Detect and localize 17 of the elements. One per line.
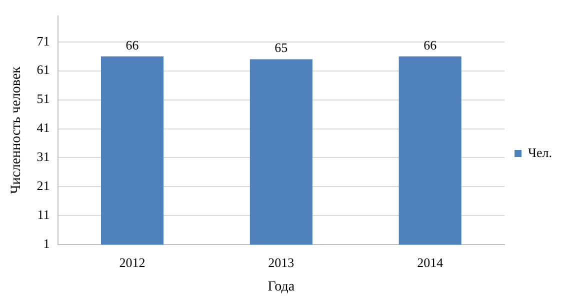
y-tick-label: 51 xyxy=(36,91,50,106)
x-tick-label: 2014 xyxy=(417,254,444,270)
y-tick-label: 71 xyxy=(36,33,50,48)
data-label: 66 xyxy=(126,37,140,52)
x-tick-label: 2012 xyxy=(119,254,146,270)
data-label: 65 xyxy=(274,40,288,56)
y-axis-title: Численность человек xyxy=(9,66,24,194)
y-tick-label: 61 xyxy=(36,62,50,78)
y-tick-label: 21 xyxy=(36,178,50,194)
x-tick-label: 2013 xyxy=(268,254,294,270)
data-label: 66 xyxy=(424,37,438,52)
x-axis-title: Года xyxy=(268,279,296,294)
y-tick-label: 11 xyxy=(37,207,50,222)
legend-label: Чел. xyxy=(528,144,552,160)
y-tick-label: 41 xyxy=(36,120,50,136)
y-tick-label: 31 xyxy=(36,149,50,164)
y-tick-label: 1 xyxy=(43,236,50,252)
